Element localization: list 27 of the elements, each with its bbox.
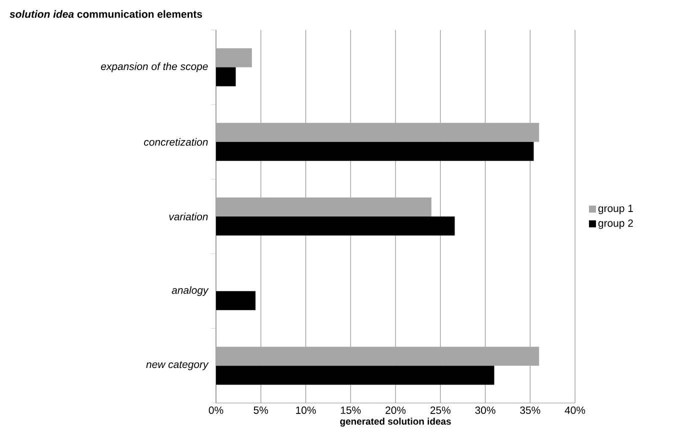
bar (216, 366, 494, 385)
y-tick-label: concretization (144, 138, 208, 146)
bar (216, 216, 455, 236)
bar (216, 48, 252, 68)
bar (216, 67, 236, 86)
bar (216, 198, 432, 216)
bar (216, 291, 256, 310)
x-tick-label: 15% (340, 406, 361, 414)
y-tick-label: new category (146, 361, 209, 370)
x-tick-label: 10% (296, 406, 316, 414)
x-tick-label: 40% (564, 406, 586, 414)
bar (216, 142, 534, 161)
x-tick-label: 5% (254, 406, 268, 414)
legend-label: group 2 (598, 219, 633, 229)
x-axis-title: generated solution ideas (340, 418, 451, 427)
x-tick-label: 20% (386, 406, 406, 414)
y-tick-label: expansion of the scope (100, 62, 208, 72)
bar (216, 122, 540, 142)
text: solution idea communication elements (10, 10, 202, 18)
x-tick-label: 35% (520, 406, 540, 414)
x-tick-label: 30% (475, 406, 496, 414)
bar (216, 346, 540, 366)
y-tick-label: analogy (172, 286, 209, 296)
x-tick-label: 25% (430, 406, 450, 414)
x-tick-label: 0% (208, 406, 224, 414)
legend-label: group 1 (598, 204, 633, 214)
y-tick-label: variation (169, 212, 208, 220)
